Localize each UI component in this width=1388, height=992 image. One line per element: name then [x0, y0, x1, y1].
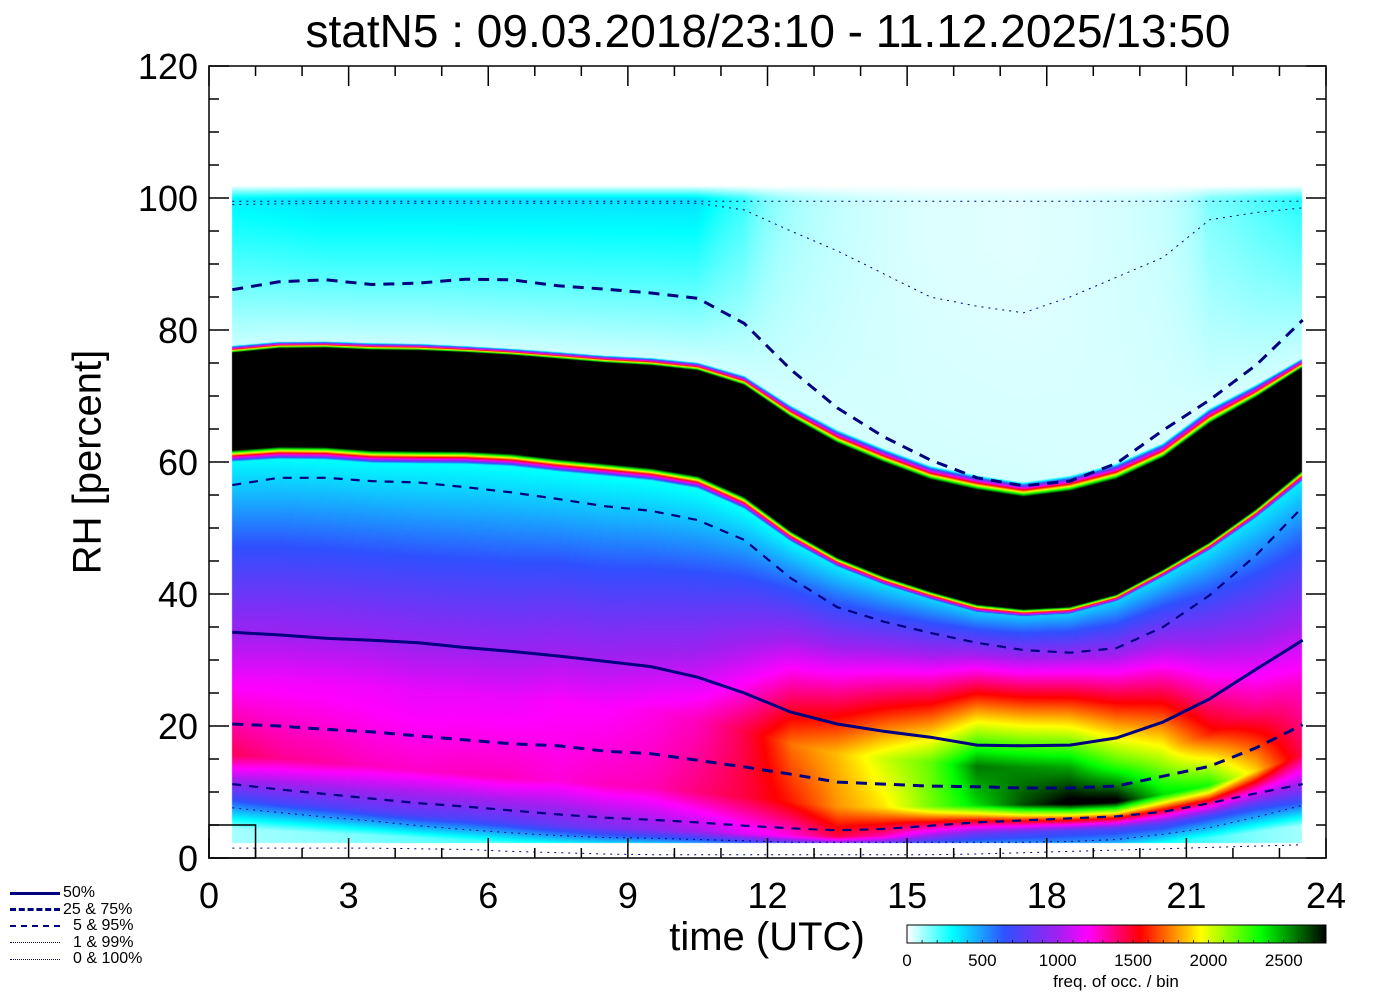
x-tick-label: 18	[1027, 875, 1067, 916]
percentile-line-50pct	[232, 630, 1304, 748]
legend-label: 1 & 99%	[73, 933, 134, 951]
y-tick-label: 40	[158, 574, 198, 615]
x-tick-label: 24	[1306, 875, 1346, 916]
percentile-line-75pct	[232, 277, 1304, 488]
colorbar-label: freq. of occ. / bin	[1053, 972, 1179, 991]
legend-swatch	[10, 925, 60, 928]
percentile-line-95pct	[232, 476, 1304, 654]
y-tick-label: 120	[138, 46, 198, 87]
legend-item-1-99: 1 & 99%	[10, 933, 142, 952]
colorbar-tick-label: 2000	[1190, 951, 1228, 970]
colorbar-tick-label: 0	[902, 951, 911, 970]
x-tick-label: 9	[618, 875, 638, 916]
x-axis-label: time (UTC)	[669, 915, 865, 959]
corner-box	[208, 824, 257, 859]
y-tick-label: 0	[178, 838, 198, 879]
colorbar	[906, 924, 1327, 944]
x-tick-label: 12	[747, 875, 787, 916]
legend-item-0-100: 0 & 100%	[10, 950, 143, 968]
x-tick-label: 6	[478, 875, 498, 916]
x-tick-label: 15	[887, 875, 927, 916]
legend-item-50: 50%	[10, 884, 142, 902]
y-tick-label: 20	[158, 706, 198, 747]
percentile-line-25pct	[232, 722, 1304, 790]
legend-item-25-75: 25 & 75%	[10, 900, 142, 919]
chart-title: statN5 : 09.03.2018/23:10 - 11.12.2025/1…	[305, 5, 1231, 57]
colorbar-tick-label: 1500	[1114, 951, 1152, 970]
legend-label: 50%	[63, 884, 96, 901]
legend: 50% 25 & 75% 5 & 95% 1 & 99% 0 & 100%	[10, 884, 143, 968]
x-tick-label: 0	[199, 875, 219, 916]
legend-item-5-95: 5 & 95%	[10, 917, 142, 935]
y-axis-label: RH [percent]	[65, 349, 110, 575]
y-tick-label: 60	[158, 442, 198, 483]
legend-swatch	[10, 958, 60, 960]
x-tick-label: 21	[1166, 875, 1206, 916]
colorbar-tick-label: 500	[968, 951, 996, 970]
y-tick-label: 100	[138, 178, 198, 219]
legend-swatch	[10, 908, 60, 912]
y-tick-label: 80	[158, 310, 198, 351]
percentile-line-1pct	[232, 804, 1303, 843]
x-tick-label: 3	[339, 875, 359, 916]
plot-frame	[208, 65, 1327, 859]
colorbar-tick-label: 1000	[1039, 951, 1077, 970]
percentile-line-99pct	[232, 202, 1303, 314]
legend-swatch	[10, 891, 60, 895]
legend-swatch	[10, 942, 60, 944]
colorbar-tick-label: 2500	[1265, 951, 1303, 970]
legend-label: 0 & 100%	[73, 950, 143, 967]
legend-label: 5 & 95%	[73, 917, 134, 934]
legend-label: 25 & 75%	[63, 900, 133, 918]
